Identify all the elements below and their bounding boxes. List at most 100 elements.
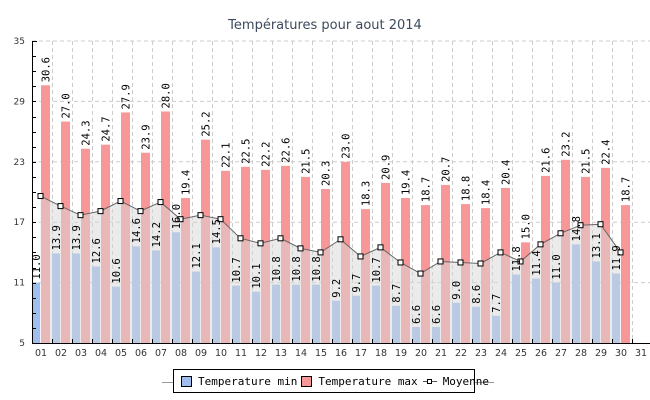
mean-point-11 — [237, 235, 244, 242]
value-label: 11.9 — [611, 245, 623, 270]
value-label: 6.6 — [431, 305, 443, 324]
line-marker-icon — [422, 376, 438, 387]
x-tick-label: 09 — [195, 348, 207, 359]
value-label: 21.5 — [581, 149, 593, 174]
value-label: 20.3 — [321, 161, 333, 186]
x-tick-label: 31 — [635, 348, 647, 359]
mean-point-01 — [37, 193, 44, 200]
series-moyenne-area — [40, 196, 621, 343]
x-tick-label: 16 — [335, 348, 347, 359]
value-label: 13.9 — [51, 225, 63, 250]
value-label: 18.7 — [421, 177, 433, 202]
y-tick-label: 35 — [14, 37, 25, 47]
value-label: 9.7 — [351, 274, 363, 293]
value-label: 6.6 — [411, 305, 423, 324]
mean-point-04 — [97, 208, 104, 215]
value-label: 9.2 — [331, 279, 343, 298]
mean-point-02 — [57, 203, 64, 210]
x-tick-label: 11 — [235, 348, 247, 359]
value-label: 24.7 — [101, 116, 113, 141]
legend-item-min[interactable]: Temperature min — [181, 375, 297, 388]
y-tick-label: 17 — [14, 218, 25, 228]
legend-item-moyenne[interactable]: Moyenne — [422, 375, 489, 388]
gridlines — [32, 40, 650, 343]
value-label: 11.8 — [511, 246, 523, 271]
value-label: 18.7 — [621, 177, 633, 202]
value-label: 23.0 — [341, 134, 353, 159]
value-label: 10.8 — [311, 256, 323, 281]
value-label: 18.4 — [481, 180, 493, 205]
value-label: 23.2 — [561, 131, 573, 156]
mean-point-26 — [537, 241, 544, 248]
legend-item-max[interactable]: Temperature max — [301, 374, 418, 388]
x-tick-label: 07 — [155, 348, 167, 359]
x-tick-label: 26 — [535, 348, 547, 359]
value-label: 10.1 — [251, 263, 263, 288]
value-label: 13.9 — [71, 225, 83, 250]
axes: 5 11 17 23 29 35 01 02 03 04 05 06 07 08 09 10 11 12 13 14 1… — [14, 37, 650, 359]
value-label: 19.4 — [181, 170, 193, 195]
mean-point-12 — [257, 240, 264, 247]
series-moyenne — [37, 193, 624, 277]
value-label: 14.8 — [571, 216, 583, 241]
y-tick-label: 23 — [14, 158, 25, 168]
value-label: 22.6 — [281, 138, 293, 163]
mean-point-27 — [557, 230, 564, 237]
value-label: 22.5 — [241, 139, 253, 164]
value-label: 19.4 — [401, 170, 413, 195]
value-label: 20.9 — [381, 155, 393, 180]
value-label: 18.3 — [361, 181, 373, 206]
mean-point-05 — [117, 198, 124, 205]
value-label: 16.0 — [171, 204, 183, 229]
bar-min-01 — [32, 282, 40, 343]
value-label: 21.6 — [541, 148, 553, 173]
legend-label-max: Temperature max — [318, 374, 418, 388]
mean-point-21 — [437, 258, 444, 265]
value-label: 27.0 — [61, 93, 73, 118]
bar-max-30 — [621, 205, 630, 343]
legend-swatch-max — [301, 375, 313, 387]
x-tick-label: 21 — [435, 348, 447, 359]
value-label: 14.5 — [211, 219, 223, 244]
value-label: 22.2 — [261, 142, 273, 167]
x-tick-label: 02 — [55, 348, 67, 359]
y-tick-label: 5 — [19, 339, 25, 349]
value-label: 10.7 — [371, 257, 383, 282]
mean-point-14 — [297, 245, 304, 252]
value-label: 22.4 — [601, 140, 613, 165]
x-tick-label: 08 — [175, 348, 187, 359]
value-label: 20.4 — [501, 160, 513, 185]
value-label: 14.6 — [131, 218, 143, 243]
value-label: 7.7 — [491, 294, 503, 313]
x-tick-label: 23 — [475, 348, 487, 359]
value-label: 23.9 — [141, 124, 153, 149]
x-tick-label: 14 — [295, 348, 307, 359]
legend-label-moyenne: Moyenne — [442, 374, 490, 388]
mean-point-10 — [217, 216, 224, 223]
value-label: 21.5 — [301, 149, 313, 174]
x-tick-label: 24 — [495, 348, 507, 359]
value-label: 11.0 — [31, 254, 43, 279]
mean-point-07 — [157, 199, 164, 206]
mean-point-18 — [377, 244, 384, 251]
value-label: 15.0 — [521, 214, 533, 239]
value-label: 18.8 — [461, 176, 473, 201]
x-tick-label: 01 — [35, 348, 47, 359]
mean-point-03 — [77, 212, 84, 219]
x-tick-label: 15 — [315, 348, 327, 359]
mean-point-17 — [357, 253, 364, 260]
x-tick-label: 29 — [595, 348, 607, 359]
value-label: 10.8 — [291, 256, 303, 281]
x-tick-label: 13 — [275, 348, 287, 359]
value-label: 8.6 — [471, 285, 483, 304]
value-label: 20.7 — [441, 157, 453, 182]
legend-swatch-min — [181, 375, 192, 387]
mean-point-15 — [317, 249, 324, 256]
x-tick-label: 04 — [95, 348, 107, 359]
mean-point-08 — [177, 216, 184, 223]
y-tick-label: 11 — [14, 279, 25, 289]
value-label: 24.3 — [81, 120, 93, 145]
x-tick-label: 17 — [355, 348, 367, 359]
x-tick-label: 19 — [395, 348, 407, 359]
